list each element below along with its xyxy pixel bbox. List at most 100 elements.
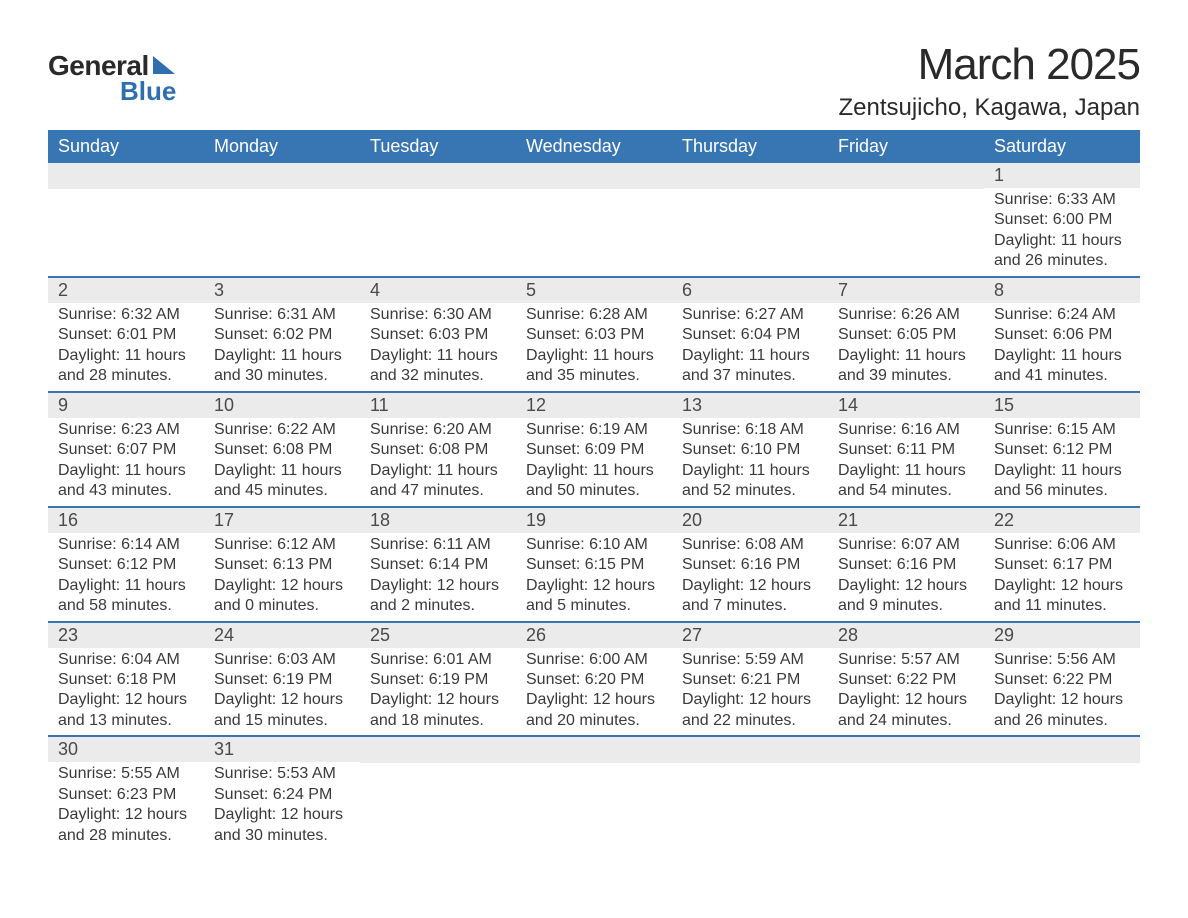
week-row: 23Sunrise: 6:04 AMSunset: 6:18 PMDayligh… bbox=[48, 621, 1140, 736]
daylight-text: Daylight: 11 hours and 50 minutes. bbox=[526, 461, 662, 502]
sunrise-text: Sunrise: 6:08 AM bbox=[682, 535, 818, 555]
sunset-text: Sunset: 6:19 PM bbox=[370, 670, 506, 690]
sunset-text: Sunset: 6:16 PM bbox=[838, 555, 974, 575]
date-number bbox=[48, 163, 204, 189]
day-cell: 10Sunrise: 6:22 AMSunset: 6:08 PMDayligh… bbox=[204, 393, 360, 506]
day-cell: 29Sunrise: 5:56 AMSunset: 6:22 PMDayligh… bbox=[984, 623, 1140, 736]
daylight-text: Daylight: 11 hours and 47 minutes. bbox=[370, 461, 506, 502]
day-cell bbox=[672, 737, 828, 850]
day-header: Monday bbox=[204, 130, 360, 163]
date-number: 21 bbox=[828, 508, 984, 533]
day-body: Sunrise: 6:10 AMSunset: 6:15 PMDaylight:… bbox=[516, 533, 672, 621]
day-body: Sunrise: 6:24 AMSunset: 6:06 PMDaylight:… bbox=[984, 303, 1140, 391]
sunset-text: Sunset: 6:22 PM bbox=[994, 670, 1130, 690]
sunrise-text: Sunrise: 6:22 AM bbox=[214, 420, 350, 440]
day-cell bbox=[360, 737, 516, 850]
sunset-text: Sunset: 6:20 PM bbox=[526, 670, 662, 690]
date-number: 15 bbox=[984, 393, 1140, 418]
week-row: 30Sunrise: 5:55 AMSunset: 6:23 PMDayligh… bbox=[48, 735, 1140, 850]
day-header: Thursday bbox=[672, 130, 828, 163]
calendar: SundayMondayTuesdayWednesdayThursdayFrid… bbox=[48, 130, 1140, 850]
daylight-text: Daylight: 11 hours and 54 minutes. bbox=[838, 461, 974, 502]
day-cell: 23Sunrise: 6:04 AMSunset: 6:18 PMDayligh… bbox=[48, 623, 204, 736]
day-body: Sunrise: 6:16 AMSunset: 6:11 PMDaylight:… bbox=[828, 418, 984, 506]
day-body: Sunrise: 6:14 AMSunset: 6:12 PMDaylight:… bbox=[48, 533, 204, 621]
day-cell: 18Sunrise: 6:11 AMSunset: 6:14 PMDayligh… bbox=[360, 508, 516, 621]
day-body: Sunrise: 6:19 AMSunset: 6:09 PMDaylight:… bbox=[516, 418, 672, 506]
day-body: Sunrise: 5:53 AMSunset: 6:24 PMDaylight:… bbox=[204, 762, 360, 850]
day-cell bbox=[48, 163, 204, 276]
day-body: Sunrise: 6:31 AMSunset: 6:02 PMDaylight:… bbox=[204, 303, 360, 391]
daylight-text: Daylight: 12 hours and 26 minutes. bbox=[994, 690, 1130, 731]
sunrise-text: Sunrise: 6:32 AM bbox=[58, 305, 194, 325]
sunrise-text: Sunrise: 5:59 AM bbox=[682, 650, 818, 670]
sunrise-text: Sunrise: 5:53 AM bbox=[214, 764, 350, 784]
day-body: Sunrise: 5:59 AMSunset: 6:21 PMDaylight:… bbox=[672, 648, 828, 736]
day-body: Sunrise: 6:28 AMSunset: 6:03 PMDaylight:… bbox=[516, 303, 672, 391]
date-number: 10 bbox=[204, 393, 360, 418]
daylight-text: Daylight: 11 hours and 56 minutes. bbox=[994, 461, 1130, 502]
sunset-text: Sunset: 6:05 PM bbox=[838, 325, 974, 345]
date-number: 22 bbox=[984, 508, 1140, 533]
day-cell: 12Sunrise: 6:19 AMSunset: 6:09 PMDayligh… bbox=[516, 393, 672, 506]
day-body: Sunrise: 6:23 AMSunset: 6:07 PMDaylight:… bbox=[48, 418, 204, 506]
daylight-text: Daylight: 11 hours and 26 minutes. bbox=[994, 231, 1130, 272]
sunrise-text: Sunrise: 6:23 AM bbox=[58, 420, 194, 440]
date-number: 25 bbox=[360, 623, 516, 648]
day-cell bbox=[516, 163, 672, 276]
sunset-text: Sunset: 6:01 PM bbox=[58, 325, 194, 345]
sunrise-text: Sunrise: 6:03 AM bbox=[214, 650, 350, 670]
daylight-text: Daylight: 11 hours and 39 minutes. bbox=[838, 346, 974, 387]
sunrise-text: Sunrise: 5:57 AM bbox=[838, 650, 974, 670]
day-body: Sunrise: 6:30 AMSunset: 6:03 PMDaylight:… bbox=[360, 303, 516, 391]
sunrise-text: Sunrise: 6:16 AM bbox=[838, 420, 974, 440]
sunrise-text: Sunrise: 5:55 AM bbox=[58, 764, 194, 784]
day-cell: 13Sunrise: 6:18 AMSunset: 6:10 PMDayligh… bbox=[672, 393, 828, 506]
day-cell: 2Sunrise: 6:32 AMSunset: 6:01 PMDaylight… bbox=[48, 278, 204, 391]
date-number: 2 bbox=[48, 278, 204, 303]
day-header: Sunday bbox=[48, 130, 204, 163]
date-number: 13 bbox=[672, 393, 828, 418]
day-cell: 3Sunrise: 6:31 AMSunset: 6:02 PMDaylight… bbox=[204, 278, 360, 391]
day-cell bbox=[828, 163, 984, 276]
day-body: Sunrise: 5:55 AMSunset: 6:23 PMDaylight:… bbox=[48, 762, 204, 850]
day-body: Sunrise: 6:22 AMSunset: 6:08 PMDaylight:… bbox=[204, 418, 360, 506]
date-number bbox=[828, 737, 984, 763]
day-body: Sunrise: 6:20 AMSunset: 6:08 PMDaylight:… bbox=[360, 418, 516, 506]
day-cell bbox=[672, 163, 828, 276]
day-cell: 8Sunrise: 6:24 AMSunset: 6:06 PMDaylight… bbox=[984, 278, 1140, 391]
sunset-text: Sunset: 6:12 PM bbox=[994, 440, 1130, 460]
sunrise-text: Sunrise: 6:26 AM bbox=[838, 305, 974, 325]
sunrise-text: Sunrise: 6:27 AM bbox=[682, 305, 818, 325]
day-cell: 15Sunrise: 6:15 AMSunset: 6:12 PMDayligh… bbox=[984, 393, 1140, 506]
sunrise-text: Sunrise: 6:30 AM bbox=[370, 305, 506, 325]
weeks-container: 1Sunrise: 6:33 AMSunset: 6:00 PMDaylight… bbox=[48, 163, 1140, 850]
sunset-text: Sunset: 6:00 PM bbox=[994, 210, 1130, 230]
day-cell: 28Sunrise: 5:57 AMSunset: 6:22 PMDayligh… bbox=[828, 623, 984, 736]
daylight-text: Daylight: 12 hours and 28 minutes. bbox=[58, 805, 194, 846]
daylight-text: Daylight: 12 hours and 24 minutes. bbox=[838, 690, 974, 731]
date-number bbox=[360, 737, 516, 763]
day-cell: 11Sunrise: 6:20 AMSunset: 6:08 PMDayligh… bbox=[360, 393, 516, 506]
week-row: 16Sunrise: 6:14 AMSunset: 6:12 PMDayligh… bbox=[48, 506, 1140, 621]
sunset-text: Sunset: 6:08 PM bbox=[214, 440, 350, 460]
date-number: 12 bbox=[516, 393, 672, 418]
daylight-text: Daylight: 12 hours and 0 minutes. bbox=[214, 576, 350, 617]
sunset-text: Sunset: 6:10 PM bbox=[682, 440, 818, 460]
date-number: 31 bbox=[204, 737, 360, 762]
day-cell: 16Sunrise: 6:14 AMSunset: 6:12 PMDayligh… bbox=[48, 508, 204, 621]
day-cell: 17Sunrise: 6:12 AMSunset: 6:13 PMDayligh… bbox=[204, 508, 360, 621]
daylight-text: Daylight: 12 hours and 15 minutes. bbox=[214, 690, 350, 731]
sunset-text: Sunset: 6:08 PM bbox=[370, 440, 506, 460]
week-row: 1Sunrise: 6:33 AMSunset: 6:00 PMDaylight… bbox=[48, 163, 1140, 276]
day-cell: 26Sunrise: 6:00 AMSunset: 6:20 PMDayligh… bbox=[516, 623, 672, 736]
daylight-text: Daylight: 12 hours and 9 minutes. bbox=[838, 576, 974, 617]
sunrise-text: Sunrise: 6:15 AM bbox=[994, 420, 1130, 440]
sunset-text: Sunset: 6:09 PM bbox=[526, 440, 662, 460]
day-cell: 4Sunrise: 6:30 AMSunset: 6:03 PMDaylight… bbox=[360, 278, 516, 391]
sunrise-text: Sunrise: 6:28 AM bbox=[526, 305, 662, 325]
sunrise-text: Sunrise: 6:10 AM bbox=[526, 535, 662, 555]
sunset-text: Sunset: 6:02 PM bbox=[214, 325, 350, 345]
daylight-text: Daylight: 12 hours and 22 minutes. bbox=[682, 690, 818, 731]
day-cell bbox=[360, 163, 516, 276]
